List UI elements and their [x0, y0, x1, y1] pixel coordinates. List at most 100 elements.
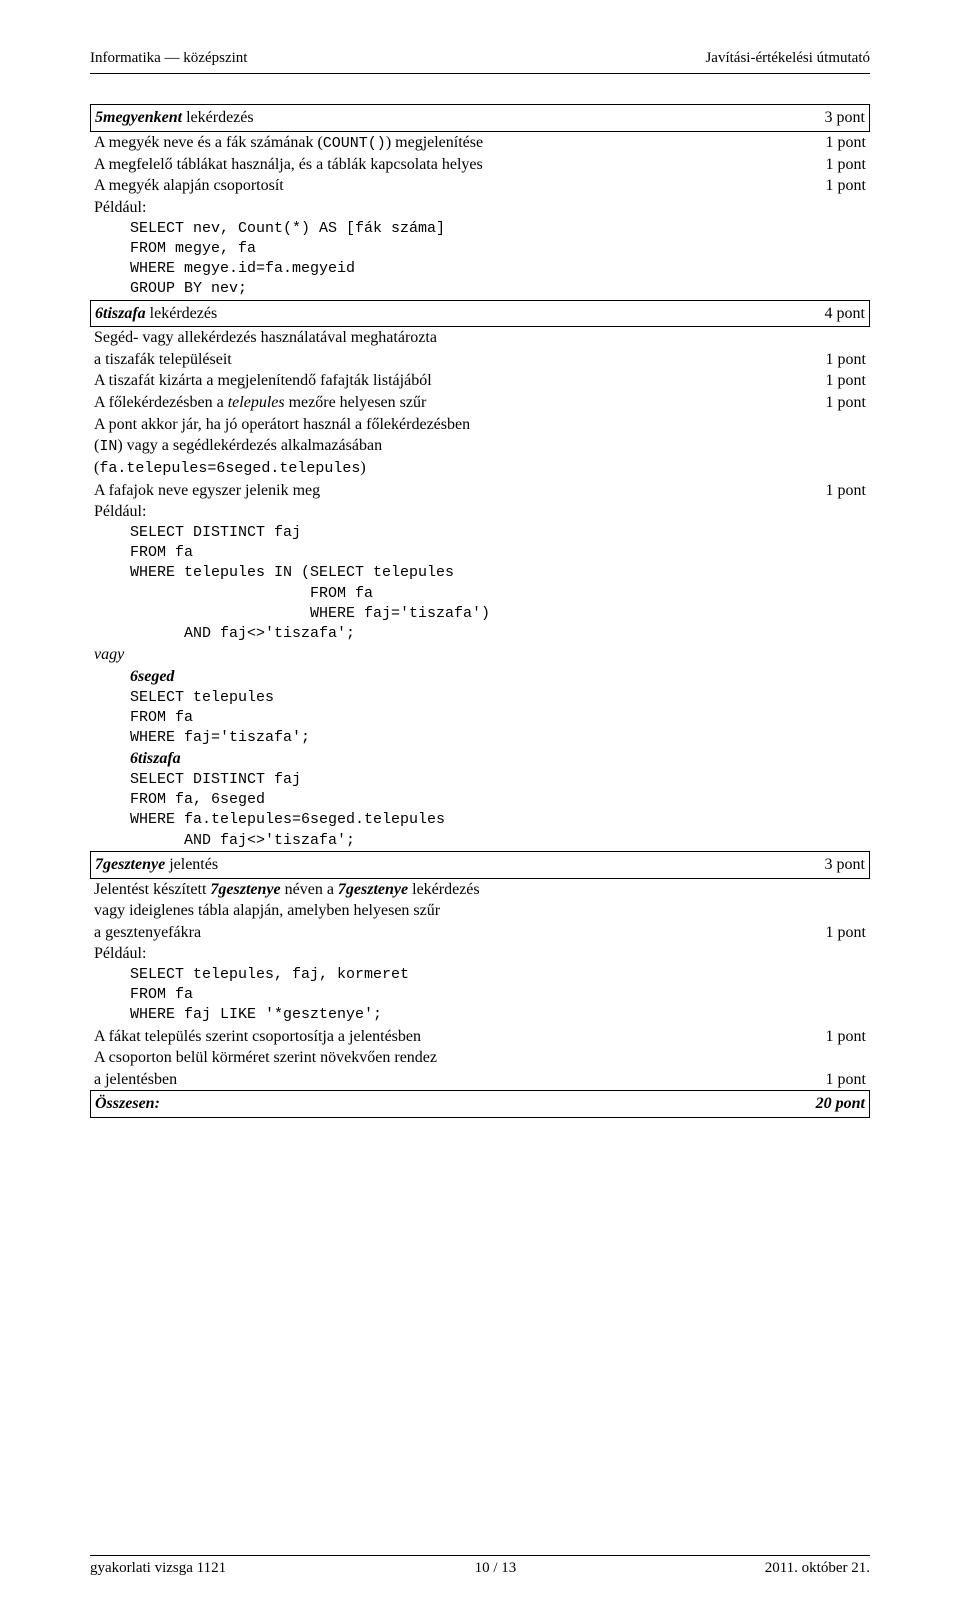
s6-code3: WHERE telepules IN (SELECT telepules: [90, 563, 870, 583]
s6-l5c: ) vagy a segédlekérdezés alkalmazásában: [117, 437, 382, 454]
s6-code4: FROM fa: [90, 584, 870, 604]
s6-l3c: mezőre helyesen szűr: [285, 394, 427, 411]
header-right: Javítási-értékelési útmutató: [705, 50, 870, 67]
s6-l6c: ): [360, 459, 365, 476]
s6-seged1: SELECT telepules: [90, 688, 870, 708]
s6-line7-text: A fafajok neve egyszer jelenik meg: [94, 480, 806, 502]
s5-line1-text: A megyék neve és a fák számának (COUNT()…: [94, 132, 806, 154]
s7-line5: A csoporton belül körméret szerint növek…: [90, 1047, 870, 1069]
s5-line1: A megyék neve és a fák számának (COUNT()…: [90, 132, 870, 154]
section-6-title: 6tiszafa lekérdezés: [95, 303, 217, 325]
s5-code3: WHERE megye.id=fa.megyeid: [90, 259, 870, 279]
s6-line4: A pont akkor jár, ha jó operátort haszná…: [90, 414, 870, 436]
footer-center: 10 / 13: [475, 1560, 517, 1577]
section-7-title-row: 7gesztenye jelentés 3 pont: [90, 851, 870, 879]
page-header: Informatika — középszint Javítási-értéke…: [90, 50, 870, 67]
s6-line3: A főlekérdezésben a telepules mezőre hel…: [90, 392, 870, 414]
header-left: Informatika — középszint: [90, 50, 247, 67]
s7-line2: vagy ideiglenes tábla alapján, amelyben …: [90, 900, 870, 922]
s6-line3-text: A főlekérdezésben a telepules mezőre hel…: [94, 392, 806, 414]
section-5-title-name: 5megyenkent: [95, 109, 182, 126]
s5-code2: FROM megye, fa: [90, 239, 870, 259]
s6-l6b: fa.telepules=6seged.telepules: [99, 460, 360, 477]
section-6-title-name: 6tiszafa: [95, 305, 146, 322]
s6-line3-pts: 1 pont: [806, 392, 866, 414]
s7-line4-text: A fákat település szerint csoportosítja …: [94, 1026, 806, 1048]
s7-code2: FROM fa: [90, 985, 870, 1005]
s6-l3b: telepules: [228, 394, 285, 411]
page-footer: gyakorlati vizsga 1121 10 / 13 2011. okt…: [90, 1555, 870, 1577]
s5-line2: A megfelelő táblákat használja, és a táb…: [90, 154, 870, 176]
s7-code3: WHERE faj LIKE '*gesztenye';: [90, 1005, 870, 1025]
s7-l1c: néven a: [281, 881, 338, 898]
s5-l1c: ) megjelenítése: [386, 134, 483, 151]
s5-line3-pts: 1 pont: [806, 175, 866, 197]
s7-line6-pts: 1 pont: [806, 1069, 866, 1091]
footer-right: 2011. október 21.: [765, 1560, 870, 1577]
s7-line3-text: a gesztenyefákra: [94, 922, 806, 944]
s5-l1b: COUNT(): [323, 135, 386, 152]
s6-line1b-text: a tiszafák településeit: [94, 349, 806, 371]
s6-line7-pts: 1 pont: [806, 480, 866, 502]
s5-line2-text: A megfelelő táblákat használja, és a táb…: [94, 154, 806, 176]
s6-seged-title: 6seged: [90, 666, 870, 688]
s6-code5: WHERE faj='tiszafa'): [90, 604, 870, 624]
s6-line1b-pts: 1 pont: [806, 349, 866, 371]
s6-l5b: IN: [99, 438, 117, 455]
section-5-title-row: 5megyenkent lekérdezés 3 pont: [90, 104, 870, 132]
s5-l1a: A megyék neve és a fák számának (: [94, 134, 323, 151]
s7-line6: a jelentésben 1 pont: [90, 1069, 870, 1091]
s7-line3-pts: 1 pont: [806, 922, 866, 944]
section-5-title-rest: lekérdezés: [182, 109, 254, 126]
footer-rule: [90, 1555, 870, 1556]
s7-l1a: Jelentést készített: [94, 881, 210, 898]
s6-tisz4: AND faj<>'tiszafa';: [90, 831, 870, 851]
s5-example-label: Például:: [90, 197, 870, 219]
section-7-title: 7gesztenye jelentés: [95, 854, 218, 876]
s7-line4-pts: 1 pont: [806, 1026, 866, 1048]
s7-line6-text: a jelentésben: [94, 1069, 806, 1091]
section-7-title-rest: jelentés: [165, 856, 218, 873]
main-content: 5megyenkent lekérdezés 3 pont A megyék n…: [90, 104, 870, 1118]
s7-line4: A fákat település szerint csoportosítja …: [90, 1026, 870, 1048]
s5-line3: A megyék alapján csoportosít 1 pont: [90, 175, 870, 197]
s5-code4: GROUP BY nev;: [90, 279, 870, 299]
section-5-points: 3 pont: [825, 107, 865, 129]
s6-line2-text: A tiszafát kizárta a megjelenítendő fafa…: [94, 370, 806, 392]
s6-tiszafa-title: 6tiszafa: [90, 748, 870, 770]
s6-line7: A fafajok neve egyszer jelenik meg 1 pon…: [90, 480, 870, 502]
s6-example-label: Például:: [90, 501, 870, 523]
s7-line1: Jelentést készített 7gesztenye néven a 7…: [90, 879, 870, 901]
section-6-title-rest: lekérdezés: [146, 305, 218, 322]
section-7-points: 3 pont: [825, 854, 865, 876]
s7-code1: SELECT telepules, faj, kormeret: [90, 965, 870, 985]
header-rule: [90, 73, 870, 74]
s6-l3a: A főlekérdezésben a: [94, 394, 228, 411]
section-5-title: 5megyenkent lekérdezés: [95, 107, 254, 129]
section-7-title-name: 7gesztenye: [95, 856, 165, 873]
total-label: Összesen:: [95, 1093, 160, 1115]
s5-code1: SELECT nev, Count(*) AS [fák száma]: [90, 219, 870, 239]
s7-example-label: Például:: [90, 943, 870, 965]
s6-code1: SELECT DISTINCT faj: [90, 523, 870, 543]
s6-line1b: a tiszafák településeit 1 pont: [90, 349, 870, 371]
s7-l1d: 7gesztenye: [338, 881, 408, 898]
footer-left: gyakorlati vizsga 1121: [90, 1560, 226, 1577]
total-row: Összesen: 20 pont: [90, 1090, 870, 1118]
s6-line6: (fa.telepules=6seged.telepules): [90, 457, 870, 479]
s5-line3-text: A megyék alapján csoportosít: [94, 175, 806, 197]
s6-line2: A tiszafát kizárta a megjelenítendő fafa…: [90, 370, 870, 392]
s6-tisz3: WHERE fa.telepules=6seged.telepules: [90, 810, 870, 830]
s6-seged2: FROM fa: [90, 708, 870, 728]
s7-line3: a gesztenyefákra 1 pont: [90, 922, 870, 944]
s6-line2-pts: 1 pont: [806, 370, 866, 392]
s5-line2-pts: 1 pont: [806, 154, 866, 176]
s6-tisz2: FROM fa, 6seged: [90, 790, 870, 810]
s6-code2: FROM fa: [90, 543, 870, 563]
section-6-title-row: 6tiszafa lekérdezés 4 pont: [90, 300, 870, 328]
s7-l1b: 7gesztenye: [210, 881, 280, 898]
s6-line5: (IN) vagy a segédlekérdezés alkalmazásáb…: [90, 435, 870, 457]
s6-tisz1: SELECT DISTINCT faj: [90, 770, 870, 790]
s6-line1a: Segéd- vagy allekérdezés használatával m…: [90, 327, 870, 349]
total-points: 20 pont: [816, 1093, 865, 1115]
